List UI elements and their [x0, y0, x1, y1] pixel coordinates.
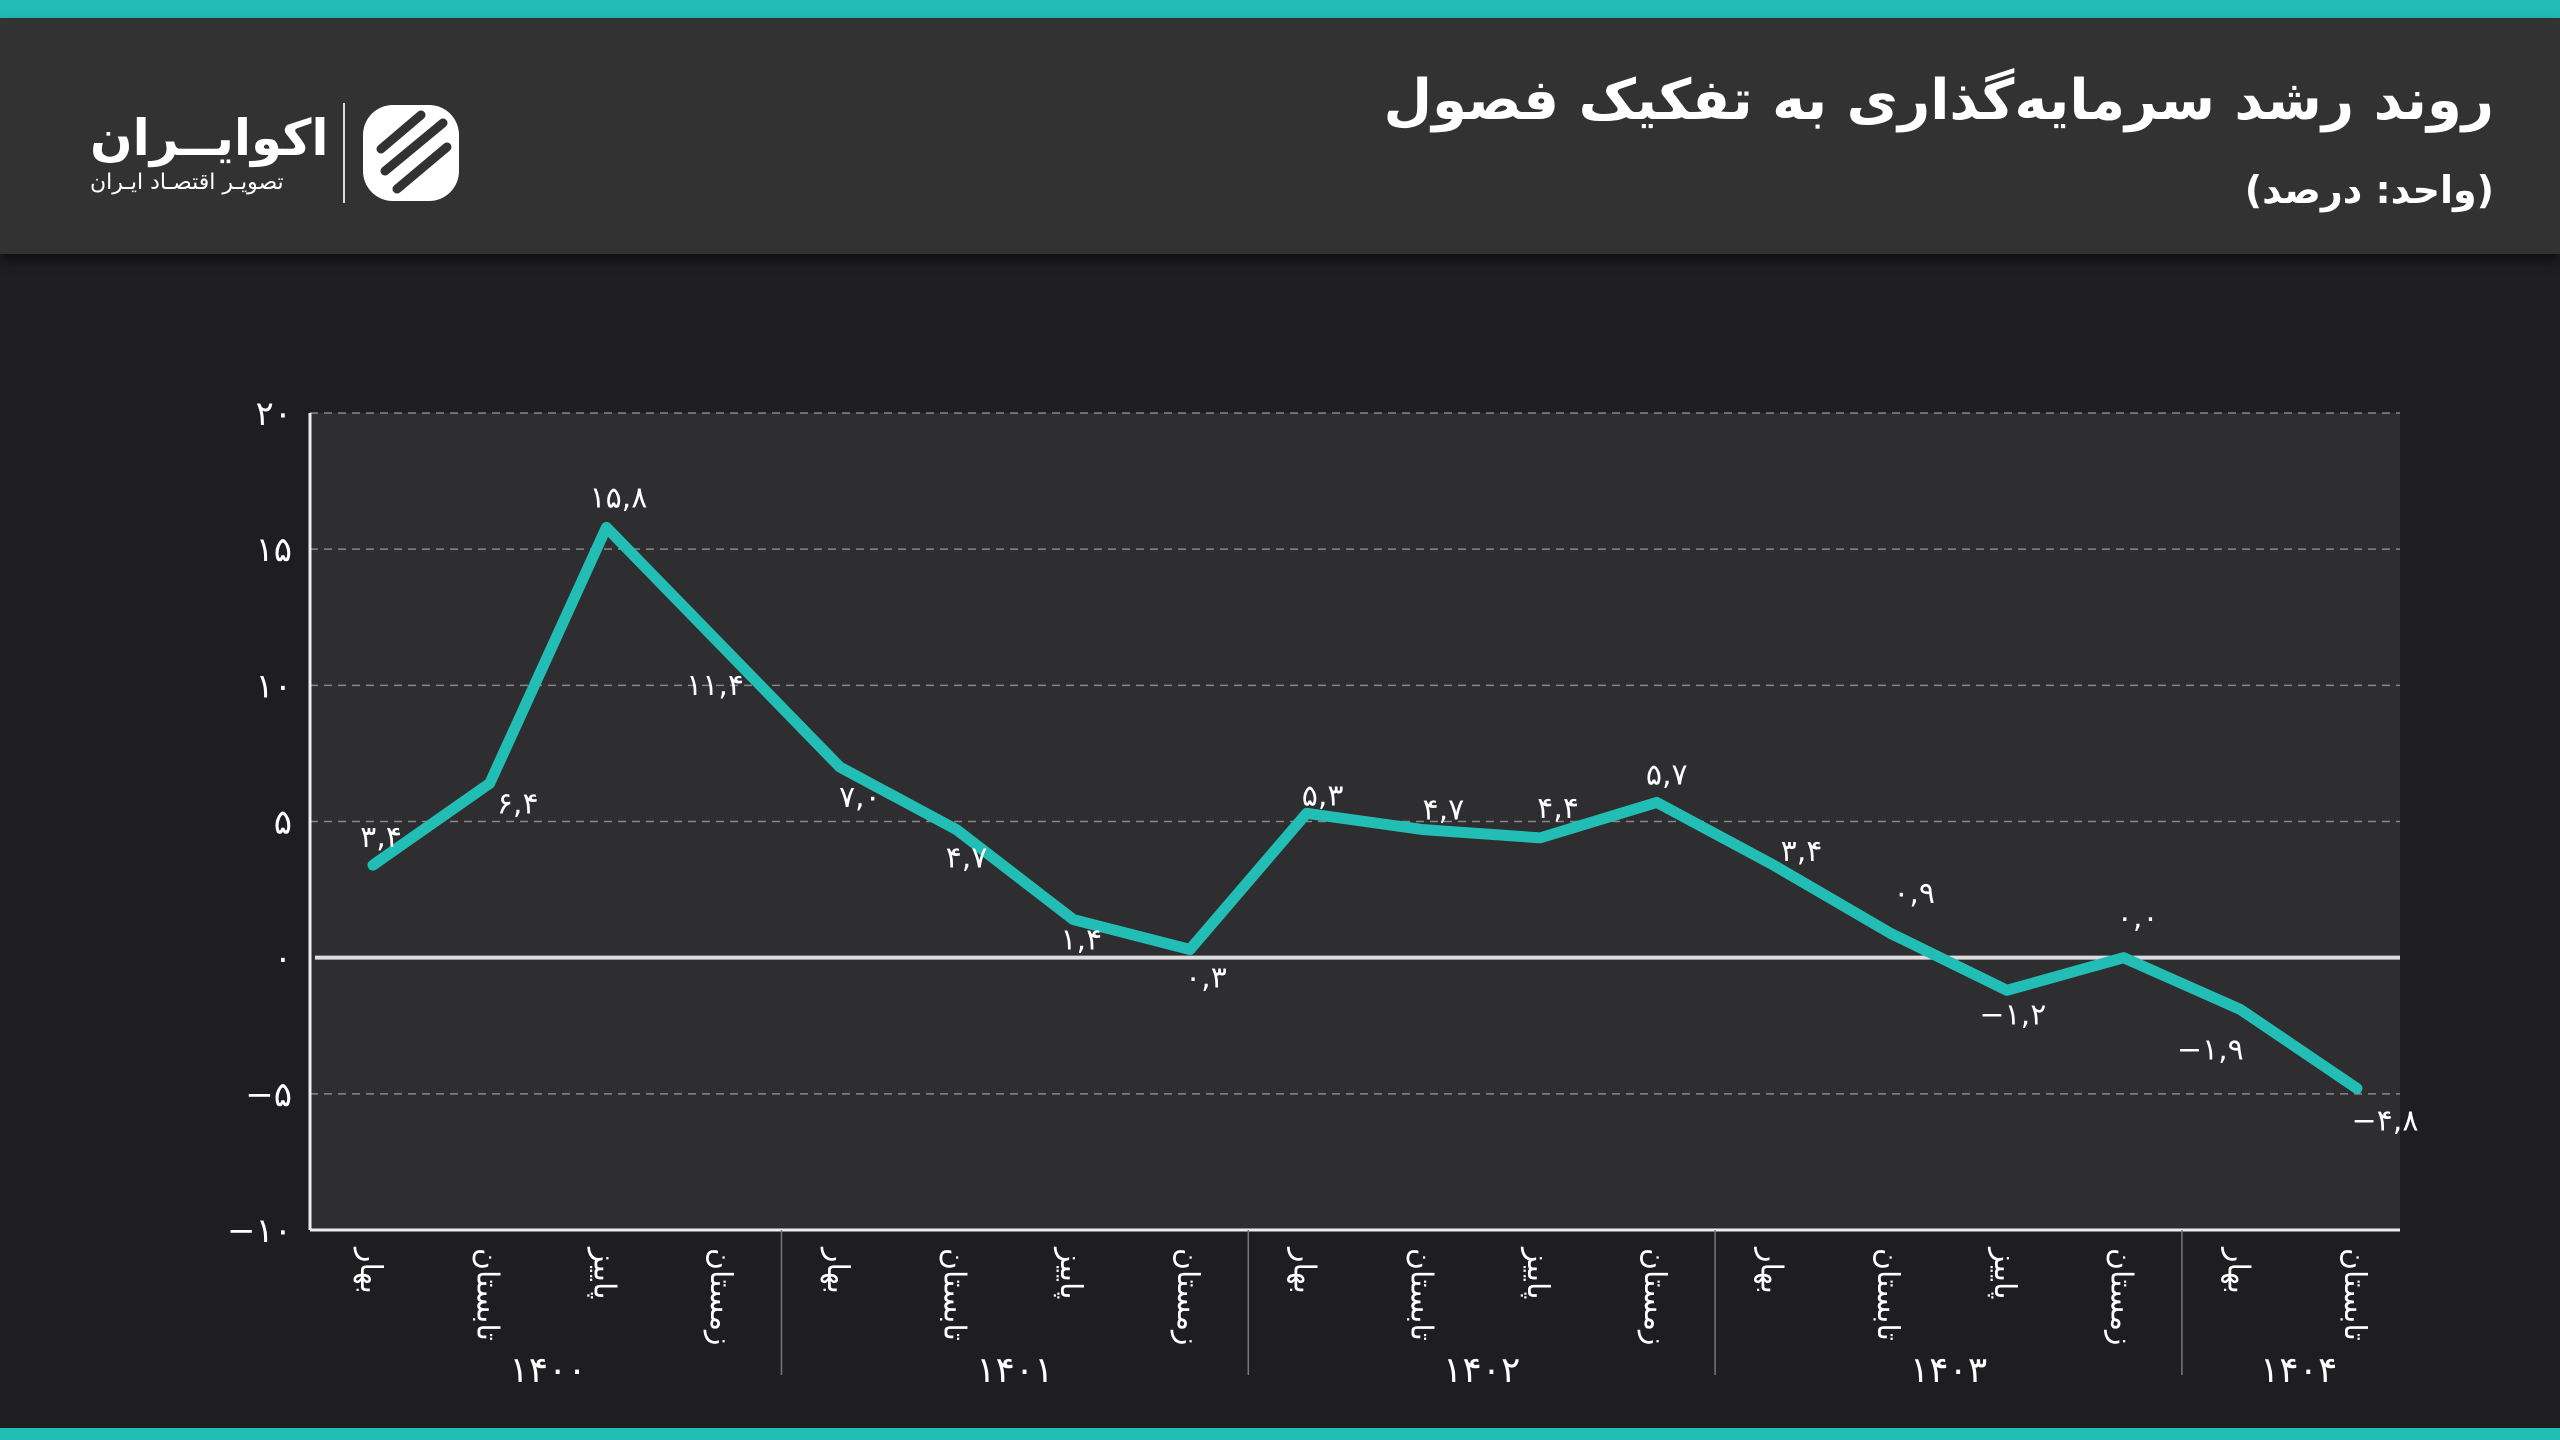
x-tick-label: تابستان: [470, 1248, 505, 1341]
data-label: −۱,۲: [1979, 997, 2046, 1032]
header: روند رشد سرمایه‌گذاری به تفکیک فصول (واح…: [0, 18, 2560, 254]
x-tick-label: زمستان: [2104, 1248, 2139, 1346]
data-label: ۴,۷: [1422, 793, 1464, 828]
data-label: ۷,۰: [839, 780, 881, 815]
data-point: [952, 825, 961, 834]
x-tick-label: تابستان: [1870, 1248, 1905, 1341]
data-point: [2236, 1005, 2245, 1014]
logo-divider: [342, 103, 345, 203]
logo-tagline: تصویـر اقتصـاد ایـران: [90, 170, 284, 195]
data-label: ۵,۳: [1302, 778, 1344, 813]
x-tick-label: تابستان: [2337, 1248, 2372, 1341]
data-point: [602, 523, 611, 532]
data-label: ۰,۰: [2117, 901, 2159, 936]
x-tick-label: بهار: [353, 1246, 388, 1294]
year-label: ۱۴۰۳: [1910, 1350, 1987, 1391]
data-label: ۶,۴: [497, 786, 539, 821]
data-label: ۰,۳: [1185, 960, 1227, 995]
data-point: [1069, 915, 1078, 924]
logo-name: اکوایــران: [90, 109, 329, 167]
data-label: ۱,۴: [1060, 923, 1102, 958]
x-tick-label: بهار: [2220, 1246, 2255, 1294]
data-point: [1769, 861, 1778, 870]
x-tick-label: پاییز: [1053, 1246, 1088, 1299]
x-tick-label: زمستان: [703, 1248, 738, 1346]
data-label: −۱,۹: [2177, 1032, 2244, 1067]
data-point: [2119, 953, 2128, 962]
data-point: [2353, 1084, 2361, 1093]
data-label: ۳,۴: [1781, 834, 1823, 869]
chart-subtitle: (واحد: درصد): [2244, 168, 2494, 212]
logo-mark-icon: [362, 105, 459, 201]
x-tick-label: تابستان: [1403, 1248, 1438, 1341]
year-label: ۱۴۰۰: [509, 1350, 586, 1391]
y-tick-label: ۱۰: [255, 666, 292, 706]
bottom-accent-bar: [0, 1428, 2560, 1440]
x-tick-label: پاییز: [1987, 1246, 2022, 1299]
y-tick-label: ۰: [274, 939, 292, 979]
data-point: [835, 763, 844, 772]
y-tick-label: ۱۵: [255, 530, 292, 570]
data-point: [485, 779, 494, 788]
data-point: [1419, 825, 1428, 834]
data-point: [1302, 809, 1311, 818]
data-label: ۰,۹: [1893, 876, 1935, 911]
data-label: ۱۱,۴: [686, 668, 744, 703]
data-label: ۵,۷: [1646, 757, 1688, 792]
x-tick-label: تابستان: [937, 1248, 972, 1341]
x-tick-label: بهار: [820, 1246, 855, 1294]
data-point: [1652, 798, 1661, 807]
year-label: ۱۴۰۲: [1443, 1350, 1520, 1391]
data-point: [369, 861, 377, 870]
data-point: [1185, 945, 1194, 954]
data-point: [2002, 986, 2011, 995]
data-label: ۳,۴: [360, 820, 402, 855]
data-point: [1886, 929, 1895, 938]
data-point: [719, 643, 728, 652]
x-tick-label: پاییز: [1520, 1246, 1555, 1299]
y-tick-label: −۱۰: [227, 1211, 292, 1251]
data-label: −۴,۸: [2352, 1103, 2419, 1138]
y-tick-label: ۵: [274, 803, 292, 843]
logo: اکوایــران تصویـر اقتصـاد ایـران: [90, 98, 463, 208]
x-tick-label: زمستان: [1170, 1248, 1205, 1346]
y-tick-label: −۵: [245, 1075, 292, 1115]
data-label: ۴,۴: [1537, 791, 1579, 826]
y-tick-label: ۲۰: [255, 394, 292, 434]
top-accent-bar: [0, 0, 2560, 18]
x-tick-label: بهار: [1287, 1246, 1322, 1294]
x-tick-label: پاییز: [586, 1246, 621, 1299]
data-point: [1536, 833, 1545, 842]
year-label: ۱۴۰۱: [976, 1350, 1053, 1391]
x-tick-label: بهار: [1753, 1246, 1788, 1294]
year-label: ۱۴۰۴: [2260, 1350, 2337, 1391]
x-tick-label: زمستان: [1637, 1248, 1672, 1346]
series-line: [367, 521, 2363, 1094]
data-label: ۴,۷: [946, 841, 988, 876]
chart-title: روند رشد سرمایه‌گذاری به تفکیک فصول: [1383, 68, 2494, 133]
data-label: ۱۵,۸: [589, 480, 647, 515]
